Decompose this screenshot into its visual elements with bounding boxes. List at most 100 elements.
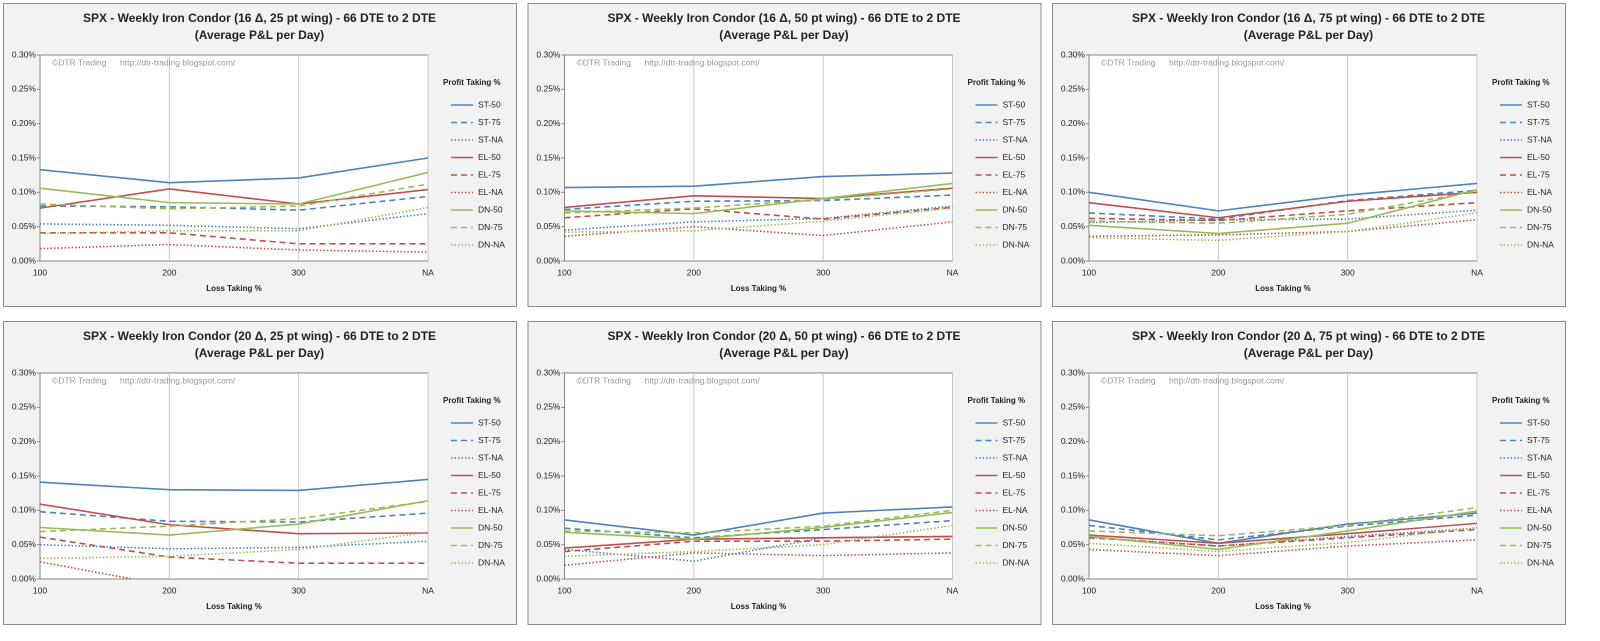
y-tick-label: 0.20% xyxy=(536,436,561,446)
y-tick-label: 0.25% xyxy=(12,84,37,94)
watermark: http://dtr-trading.blogspot.com/ xyxy=(645,375,761,385)
plot-area xyxy=(564,372,953,580)
x-axis-label: Loss Taking % xyxy=(731,602,786,611)
legend-label: ST-50 xyxy=(1527,99,1550,109)
y-tick-label: 0.05% xyxy=(536,221,561,231)
y-tick-label: 0.25% xyxy=(536,402,561,412)
y-tick-label: 0.10% xyxy=(1061,187,1086,197)
series-line xyxy=(40,478,428,492)
chart-subtitle: (Average P&L per Day) xyxy=(195,346,324,360)
x-tick-label: 100 xyxy=(557,585,571,595)
series-line xyxy=(1089,182,1477,212)
legend-label: EL-NA xyxy=(1003,187,1028,197)
watermark: ©DTR Trading xyxy=(577,57,632,67)
x-tick-label: NA xyxy=(422,267,434,277)
series-line xyxy=(1089,506,1477,537)
series-line xyxy=(564,535,953,549)
legend-label: ST-50 xyxy=(1527,417,1550,427)
y-tick-label: 0.05% xyxy=(1061,539,1086,549)
y-tick-label: 0.05% xyxy=(12,539,37,549)
legend-label: DN-75 xyxy=(478,222,503,232)
legend-title: Profit Taking % xyxy=(968,396,1026,405)
y-tick-label: 0.15% xyxy=(12,470,37,480)
y-tick-label: 0.30% xyxy=(536,367,561,377)
legend-label: DN-50 xyxy=(1527,522,1552,532)
legend-label: DN-50 xyxy=(1003,522,1028,532)
legend-label: DN-75 xyxy=(478,540,503,550)
x-axis-label: Loss Taking % xyxy=(1255,602,1310,611)
y-tick-label: 0.00% xyxy=(12,573,37,583)
x-tick-label: NA xyxy=(1471,267,1483,277)
legend-label: EL-NA xyxy=(478,505,503,515)
series-line xyxy=(1089,188,1477,235)
x-tick-label: 300 xyxy=(292,267,306,277)
legend-label: DN-75 xyxy=(1003,222,1028,232)
legend-label: EL-NA xyxy=(1003,505,1028,515)
legend-label: DN-75 xyxy=(1527,222,1552,232)
legend-label: DN-50 xyxy=(1527,204,1552,214)
chart-title: SPX - Weekly Iron Condor (16 Δ, 50 pt wi… xyxy=(607,11,960,25)
series-line xyxy=(40,232,428,245)
y-tick-label: 0.05% xyxy=(1061,221,1086,231)
y-tick-label: 0.20% xyxy=(12,436,37,446)
watermark: ©DTR Trading xyxy=(1101,57,1156,67)
y-tick-label: 0.10% xyxy=(536,187,561,197)
x-tick-label: 100 xyxy=(33,585,47,595)
legend-label: DN-NA xyxy=(1003,557,1030,567)
chart-title: SPX - Weekly Iron Condor (16 Δ, 25 pt wi… xyxy=(83,11,436,25)
legend-label: ST-75 xyxy=(1527,435,1550,445)
series-line xyxy=(564,206,953,220)
legend-label: EL-NA xyxy=(1527,505,1552,515)
series-line xyxy=(564,509,953,534)
watermark: http://dtr-trading.blogspot.com/ xyxy=(645,57,761,67)
legend-label: DN-NA xyxy=(1527,239,1554,249)
legend-label: EL-NA xyxy=(1527,187,1552,197)
legend-label: ST-50 xyxy=(478,99,501,109)
x-tick-label: 200 xyxy=(687,267,701,277)
legend-title: Profit Taking % xyxy=(443,396,501,405)
x-tick-label: 100 xyxy=(1082,267,1096,277)
y-tick-label: 0.00% xyxy=(1061,573,1086,583)
plot-area xyxy=(1088,372,1478,580)
x-tick-label: NA xyxy=(947,267,959,277)
y-tick-label: 0.00% xyxy=(536,255,561,265)
y-tick-label: 0.30% xyxy=(1061,367,1086,377)
y-tick-label: 0.25% xyxy=(536,84,561,94)
legend-label: EL-50 xyxy=(1527,152,1550,162)
legend-label: DN-NA xyxy=(478,239,505,249)
legend-label: ST-75 xyxy=(1527,117,1550,127)
y-tick-label: 0.00% xyxy=(536,573,561,583)
x-tick-label: NA xyxy=(1471,585,1483,595)
chart-panel: SPX - Weekly Iron Condor (20 Δ, 50 pt wi… xyxy=(527,321,1042,625)
y-tick-label: 0.10% xyxy=(12,187,37,197)
y-tick-label: 0.15% xyxy=(1061,470,1086,480)
y-tick-label: 0.15% xyxy=(1061,152,1086,162)
legend-label: ST-50 xyxy=(1003,99,1026,109)
legend-label: EL-75 xyxy=(1527,487,1550,497)
chart-subtitle: (Average P&L per Day) xyxy=(1244,28,1373,42)
legend-label: EL-75 xyxy=(1003,487,1026,497)
y-tick-label: 0.05% xyxy=(536,539,561,549)
y-tick-label: 0.20% xyxy=(12,118,37,128)
watermark: ©DTR Trading xyxy=(577,375,632,385)
legend-label: DN-50 xyxy=(478,522,503,532)
y-tick-label: 0.25% xyxy=(1061,84,1086,94)
series-line xyxy=(40,536,428,565)
y-tick-label: 0.20% xyxy=(1061,436,1086,446)
legend-label: DN-NA xyxy=(1003,239,1030,249)
y-tick-label: 0.15% xyxy=(536,152,561,162)
y-tick-label: 0.00% xyxy=(1061,255,1086,265)
legend-label: ST-NA xyxy=(478,452,503,462)
x-tick-label: NA xyxy=(947,585,959,595)
legend-label: EL-50 xyxy=(1003,470,1026,480)
y-tick-label: 0.20% xyxy=(536,118,561,128)
legend-label: ST-50 xyxy=(1003,417,1026,427)
series-line xyxy=(40,183,428,210)
x-tick-label: 100 xyxy=(557,267,571,277)
legend-title: Profit Taking % xyxy=(1492,396,1550,405)
y-tick-label: 0.10% xyxy=(536,505,561,515)
series-line xyxy=(1089,522,1477,545)
series-line xyxy=(564,182,953,215)
chart-panel: SPX - Weekly Iron Condor (16 Δ, 25 pt wi… xyxy=(3,3,517,307)
